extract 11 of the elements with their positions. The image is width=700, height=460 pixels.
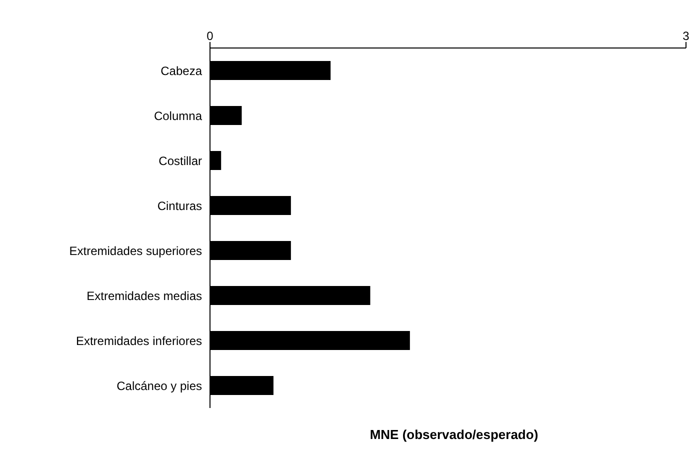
y-tick-label: Costillar — [158, 154, 202, 168]
y-tick-label: Calcáneo y pies — [116, 378, 202, 393]
x-axis-title: MNE (observado/esperado) — [368, 427, 540, 442]
x-tick-label: 3 — [682, 29, 690, 43]
y-tick-label: Cabeza — [160, 64, 202, 78]
y-tick-label: Columna — [154, 108, 202, 123]
y-tick-label: Extremidades superiores — [69, 244, 202, 258]
y-tick-label: Extremidades inferiores — [76, 334, 202, 348]
y-tick-label: Extremidades medias — [86, 288, 202, 303]
y-tick-label: Cinturas — [157, 198, 202, 213]
x-tick-label: 0 — [206, 29, 214, 43]
